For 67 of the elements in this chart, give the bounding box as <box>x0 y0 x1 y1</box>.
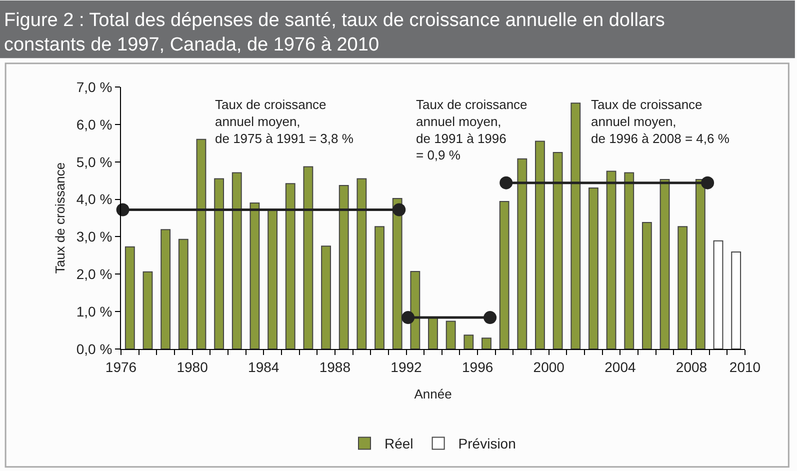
bar <box>374 226 384 349</box>
bar <box>713 240 724 349</box>
y-tick-label: 4,0 % <box>76 191 112 208</box>
point <box>701 176 714 190</box>
bar <box>517 158 528 349</box>
x-tick-label: 2000 <box>533 358 565 375</box>
bar <box>124 246 135 349</box>
x-tick-label: 1984 <box>248 358 280 375</box>
bar <box>552 152 563 349</box>
annotation: Taux de croissance annuel moyen, de 1975 à 1991 = 3,8 % <box>215 97 354 146</box>
bar <box>214 178 224 349</box>
x-tick-label: 2010 <box>729 358 761 375</box>
point <box>402 311 415 324</box>
y-tick-label: 7,0 % <box>76 78 112 95</box>
bar <box>642 222 652 349</box>
y-tick-label: 2,0 % <box>76 266 112 282</box>
bar <box>303 166 314 349</box>
x-tick-label: 2004 <box>604 358 636 375</box>
x-tick-label: 1980 <box>176 358 208 375</box>
bar <box>482 338 492 349</box>
bar <box>499 201 510 349</box>
bar <box>606 170 616 349</box>
point <box>500 176 513 190</box>
y-axis-title: Taux de croissance <box>52 162 68 274</box>
x-axis-title: Année <box>414 386 452 402</box>
x-tick-label: 1996 <box>462 358 494 375</box>
bar <box>588 188 598 349</box>
bar <box>232 172 242 349</box>
annotation: Taux de croissance annuel moyen, de 1996 à 2008 = 4,6 % <box>591 97 730 146</box>
bar <box>268 209 278 349</box>
bar <box>392 198 402 349</box>
bar <box>535 140 545 349</box>
legend-label: Prévision <box>458 436 516 452</box>
bar <box>196 138 206 349</box>
bar <box>660 178 670 349</box>
y-tick-label: 5,0 % <box>76 154 112 170</box>
y-tick-label: 3,0 % <box>76 228 112 245</box>
bar <box>160 229 171 349</box>
bar <box>250 202 260 349</box>
y-tick-label: 0,0 % <box>76 340 112 357</box>
point <box>116 203 130 216</box>
point <box>392 203 406 216</box>
bar <box>446 320 456 349</box>
x-tick-label: 2008 <box>676 358 708 375</box>
x-tick-label: 1976 <box>105 358 137 375</box>
bar <box>678 226 688 349</box>
bar <box>410 271 420 349</box>
y-tick-label: 1,0 % <box>76 303 112 320</box>
point <box>484 311 497 324</box>
bar <box>464 334 474 349</box>
bar <box>731 252 742 349</box>
bar <box>285 183 296 349</box>
x-tick-label: 1988 <box>319 358 351 375</box>
bar <box>695 178 706 349</box>
bar <box>321 246 331 349</box>
bar <box>356 178 367 349</box>
bar <box>338 184 349 349</box>
chart-title: Figure 2 : Total des dépenses de santé, taux de croissance annuelle en dollars constants de 1997, Canada, de 1976 à 2010 <box>4 10 665 56</box>
bar <box>142 271 153 349</box>
annotation: Taux de croissance annuel moyen, de 1991 à 1996 = 0,9 % <box>416 97 528 163</box>
bar <box>624 172 634 349</box>
bar <box>178 238 188 349</box>
bar <box>428 317 438 349</box>
legend-label: Réel <box>384 436 414 452</box>
y-tick-label: 6,0 % <box>76 116 112 132</box>
x-tick-label: 1992 <box>390 358 422 375</box>
bar <box>570 102 581 349</box>
